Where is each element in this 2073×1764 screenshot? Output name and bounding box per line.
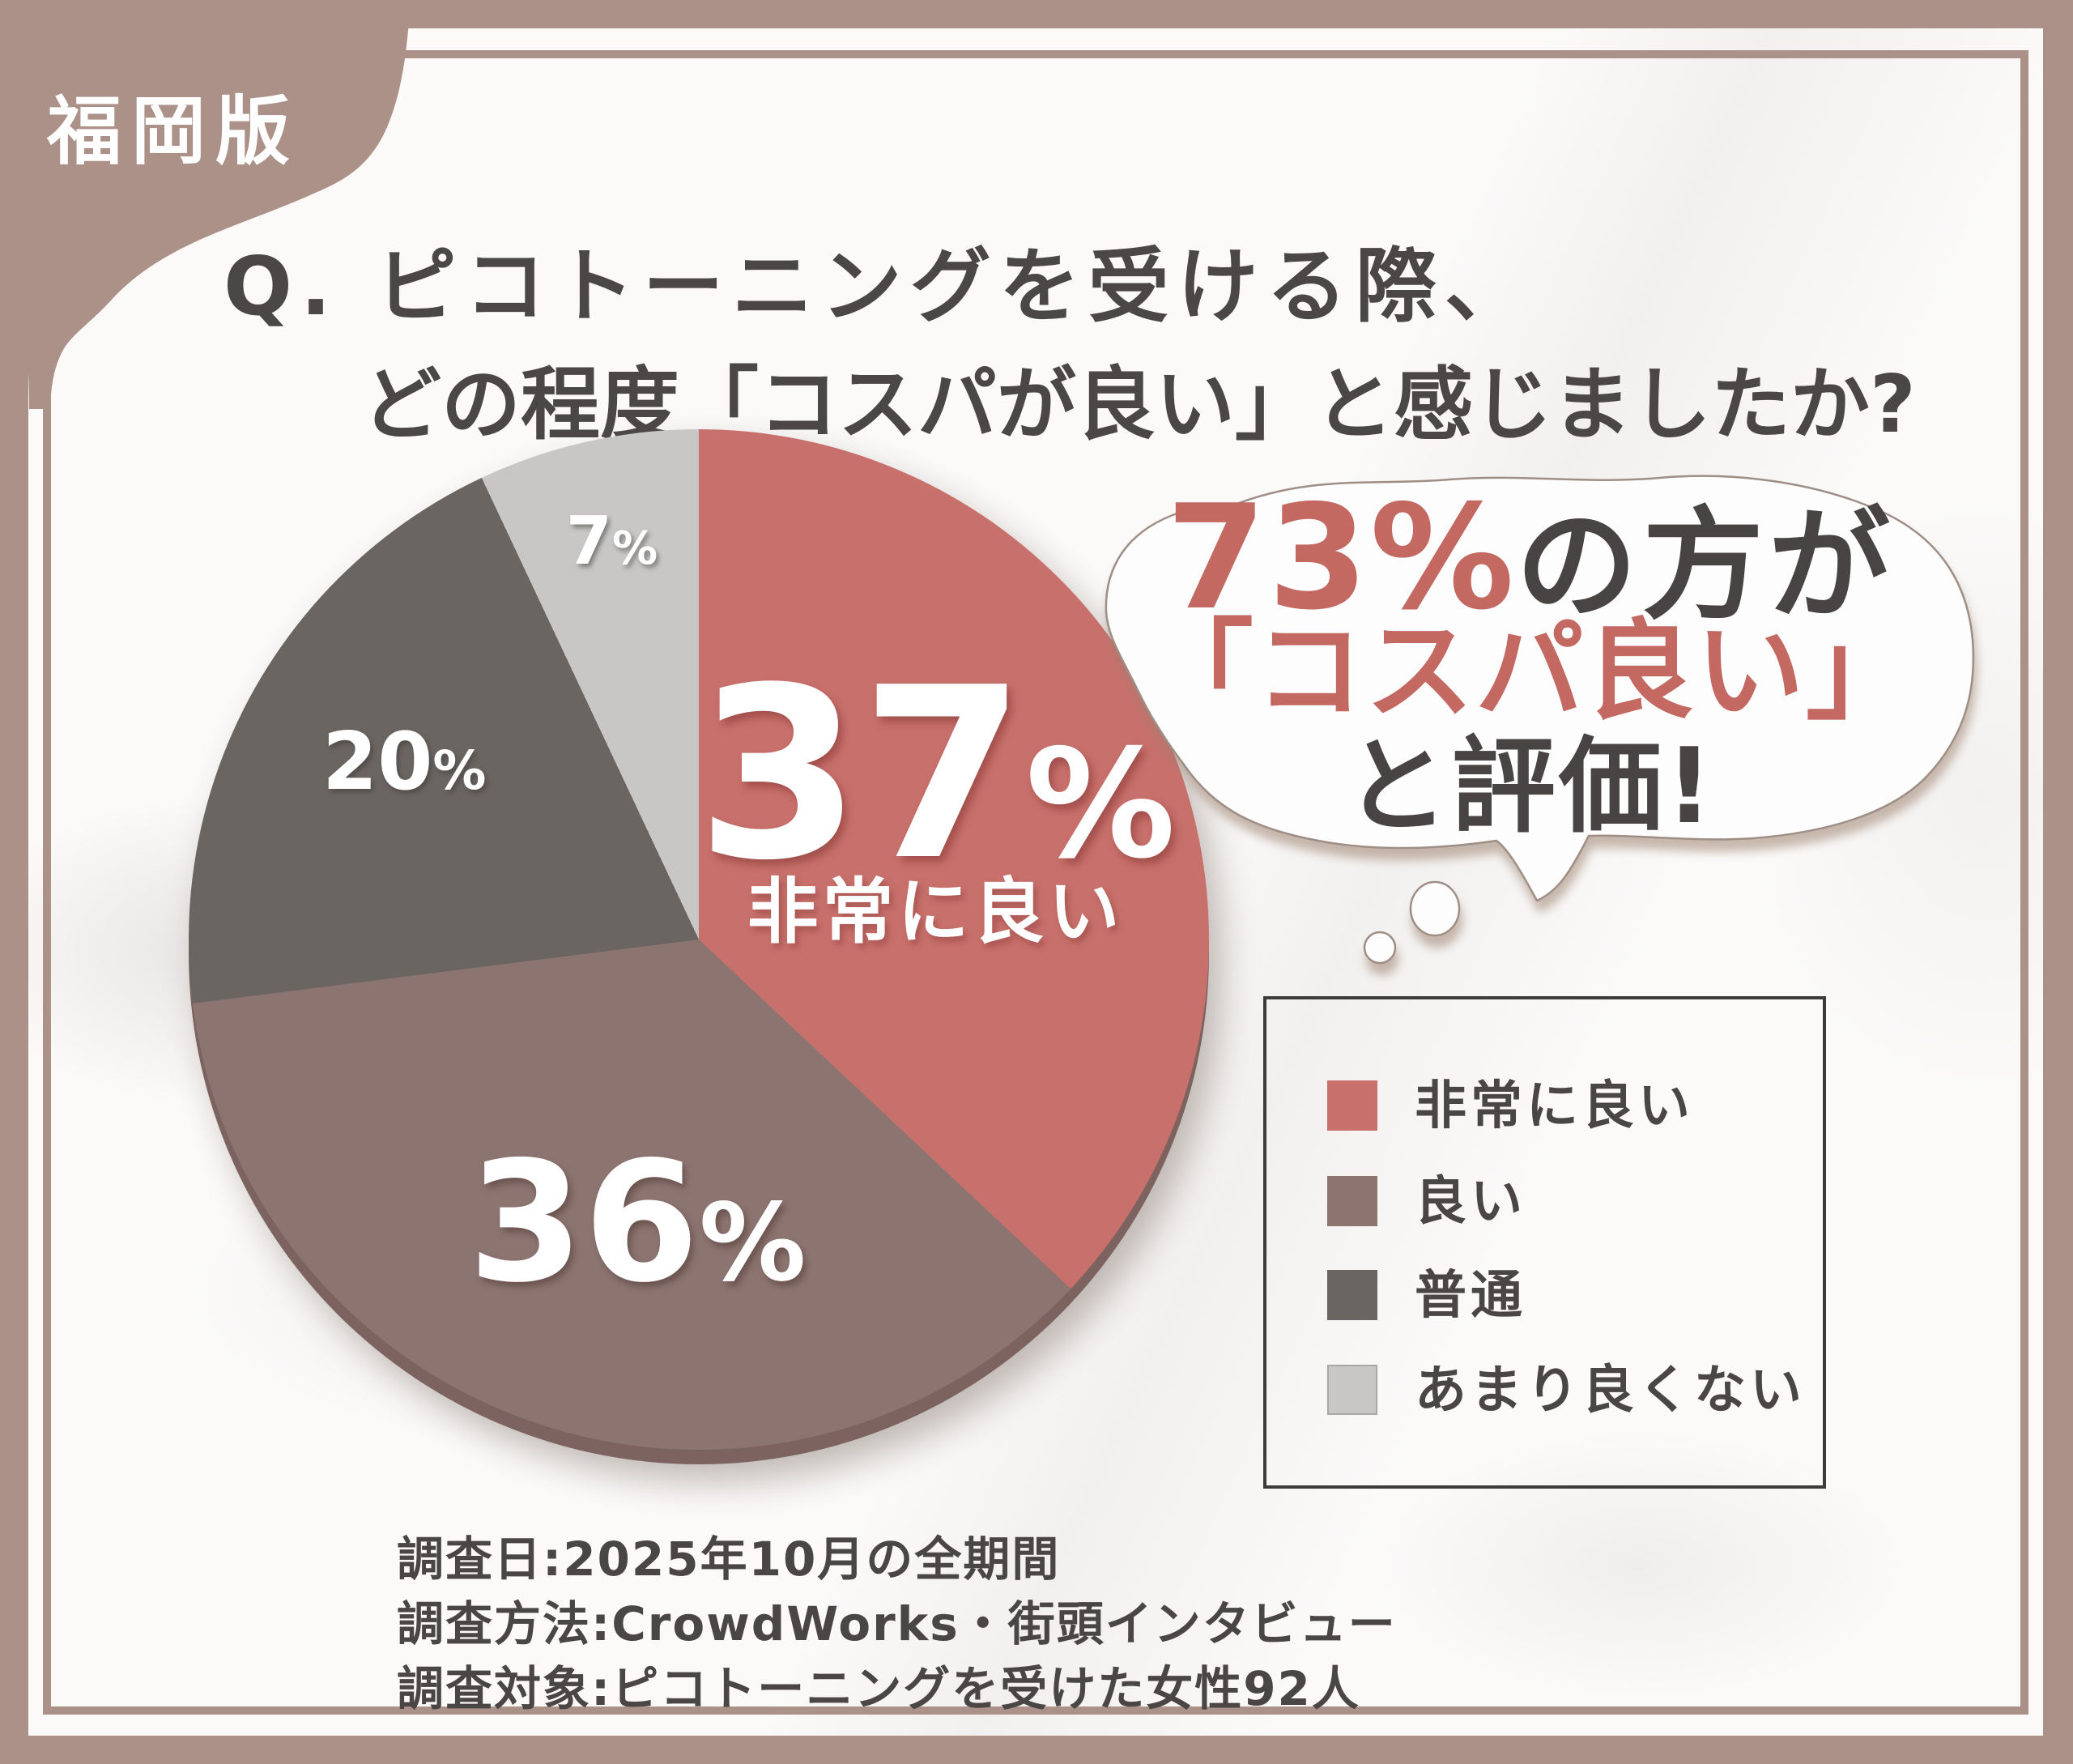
legend-swatch-not-good <box>1327 1365 1377 1415</box>
pie-circle <box>189 429 1209 1450</box>
chart-legend: 非常に良い 良い 普通 あまり良くない <box>1263 996 1826 1489</box>
legend-label-normal: 普通 <box>1415 1266 1526 1326</box>
question-title-line1: Q. ピコトーニングを受ける際、 <box>223 239 1534 334</box>
bubble-text-line2: 「コスパ良い」 <box>1144 608 1916 735</box>
legend-label-good: 良い <box>1415 1172 1526 1232</box>
pie-label-normal-value: 20% <box>322 716 487 808</box>
inner-frame-border <box>43 50 2028 1715</box>
pie-label-not-good-value: 7% <box>565 503 658 580</box>
legend-swatch-very-good <box>1327 1080 1377 1131</box>
survey-date-note: 調査日:2025年10月の全期間 <box>397 1532 1061 1587</box>
survey-method-note: 調査方法:CrowdWorks・街頭インタビュー <box>397 1596 1397 1651</box>
legend-item-normal: 普通 <box>1266 1266 1823 1326</box>
survey-target-note: 調査対象:ピコトーニングを受けた女性92人 <box>397 1661 1360 1716</box>
pie-label-very-good-name: 非常に良い <box>747 870 1124 953</box>
corner-swoosh-shape <box>0 0 411 409</box>
legend-label-very-good: 非常に良い <box>1415 1076 1694 1136</box>
legend-swatch-normal <box>1327 1270 1377 1320</box>
legend-label-not-good: あまり良くない <box>1415 1361 1806 1421</box>
bubble-text-line3: と評価! <box>1344 726 1717 847</box>
legend-swatch-good <box>1327 1176 1377 1226</box>
pie-label-good-value: 36% <box>468 1127 807 1319</box>
bubble-text-line1: 73%の方が <box>1165 474 1896 641</box>
question-title-line2: どの程度「コスパが良い」と感じましたか? <box>362 359 1916 451</box>
pie-label-very-good-value: 37% <box>696 637 1176 912</box>
region-badge: 福岡版 <box>47 88 300 175</box>
legend-item-not-good: あまり良くない <box>1266 1361 1823 1421</box>
legend-item-good: 良い <box>1266 1172 1823 1232</box>
legend-item-very-good: 非常に良い <box>1266 1076 1823 1136</box>
